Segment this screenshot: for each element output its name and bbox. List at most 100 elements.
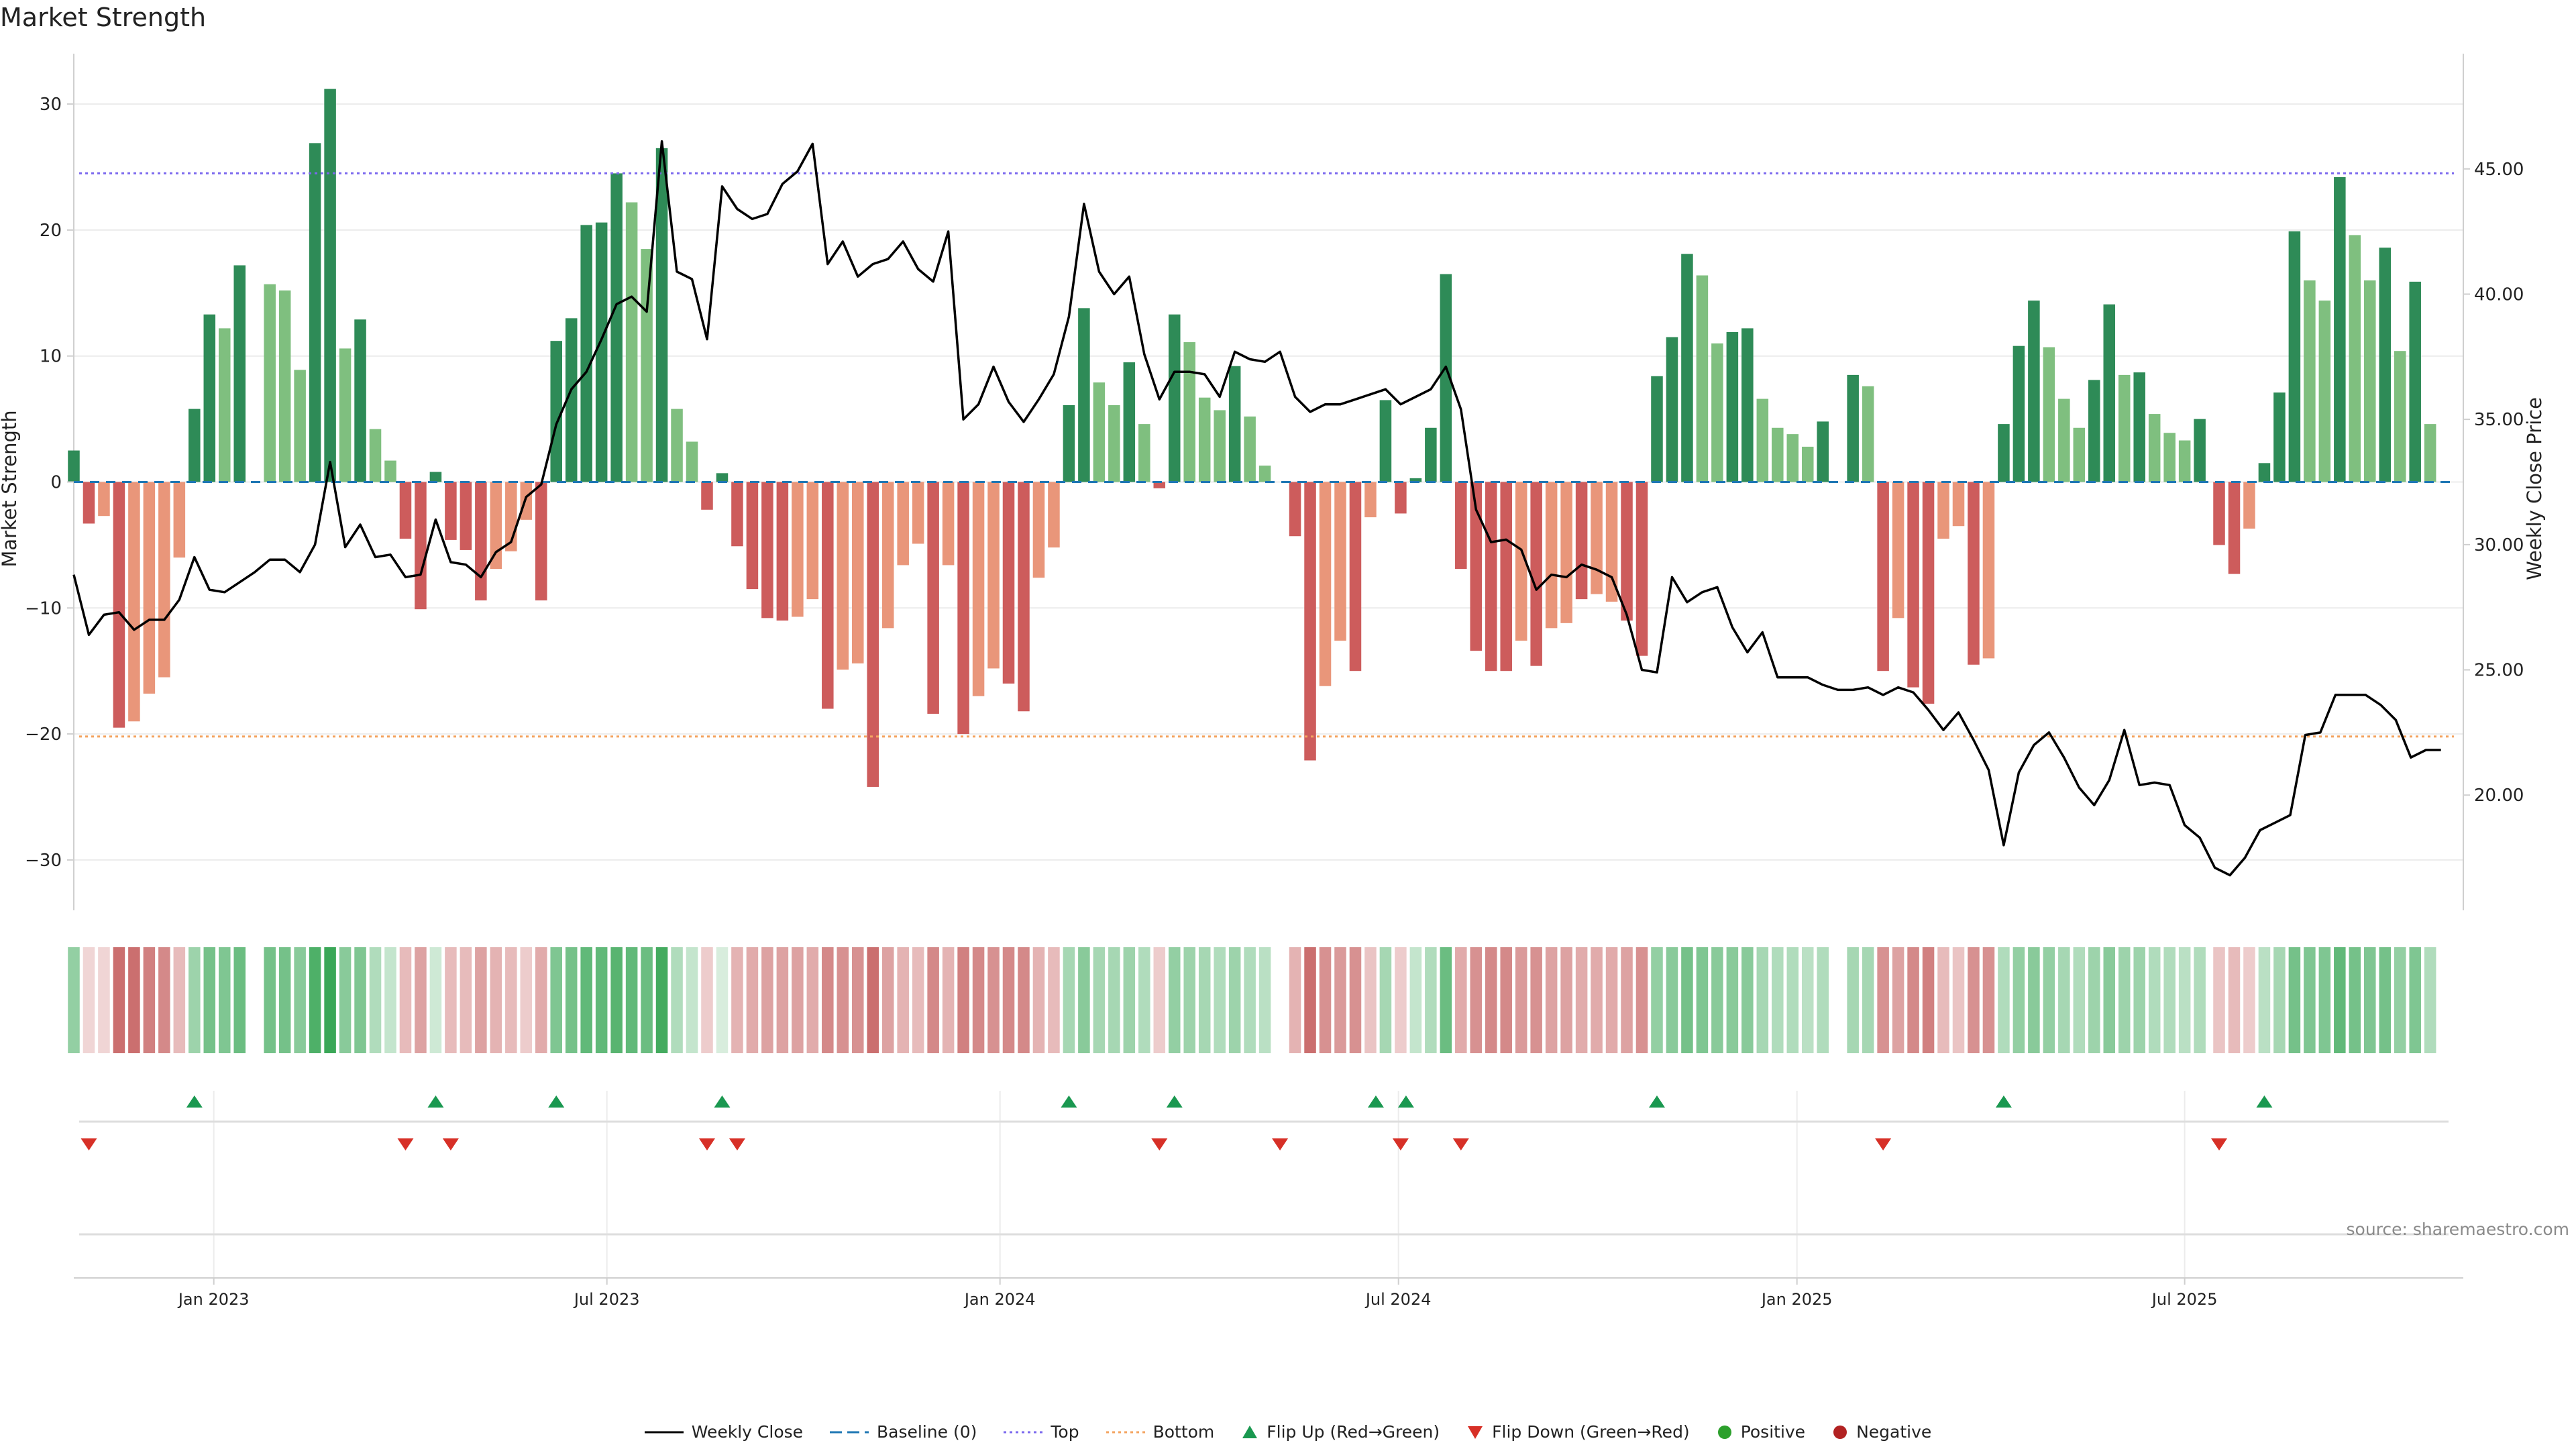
heat-cell-positive	[671, 947, 683, 1053]
heat-cell-negative	[972, 947, 985, 1053]
legend-negative[interactable]: Negative	[1832, 1422, 1931, 1442]
heat-cell-negative	[1018, 947, 1030, 1053]
legend-bottom[interactable]: Bottom	[1106, 1422, 1214, 1442]
bar-negative	[2213, 482, 2225, 545]
heat-cell-negative	[1968, 947, 1980, 1053]
bar-negative	[2228, 482, 2241, 574]
legend-flip-down[interactable]: Flip Down (Green→Red)	[1466, 1422, 1690, 1442]
bar-negative	[1621, 482, 1633, 621]
gridlines	[74, 103, 2463, 1278]
bar-negative	[1952, 482, 1965, 527]
bar-positive	[2118, 374, 2131, 482]
bar-negative	[143, 482, 156, 694]
heat-cell-positive	[233, 947, 246, 1053]
bar-positive	[1862, 386, 1874, 482]
bar-positive	[264, 284, 276, 482]
legend-flip-down-label: Flip Down (Green→Red)	[1492, 1422, 1690, 1442]
heat-cell-positive	[1862, 947, 1874, 1053]
heat-cell-positive	[1440, 947, 1452, 1053]
bar-negative	[1032, 482, 1045, 578]
heat-cell-positive	[1379, 947, 1392, 1053]
bar-positive	[1123, 362, 1136, 482]
heat-cell-negative	[957, 947, 969, 1053]
left-tick-label: −20	[25, 724, 62, 745]
heat-cell-negative	[505, 947, 517, 1053]
legend-positive[interactable]: Positive	[1717, 1422, 1805, 1442]
heat-cell-positive	[1228, 947, 1241, 1053]
bar-positive	[1198, 397, 1211, 482]
weekly-close-line	[72, 140, 2441, 877]
bar-positive	[655, 148, 668, 482]
heat-cell-positive	[1696, 947, 1709, 1053]
heat-cell-negative	[806, 947, 819, 1053]
heat-cell-positive	[429, 947, 442, 1053]
flip-down-marker	[442, 1138, 459, 1150]
triangle-up-icon	[1242, 1425, 1258, 1438]
bar-negative	[98, 482, 110, 517]
heat-cell-negative	[927, 947, 939, 1053]
heat-cell-negative	[837, 947, 849, 1053]
right-tick-label: 45.00	[2474, 160, 2524, 180]
bar-positive	[1847, 374, 1859, 482]
left-tick-label: 30	[40, 95, 62, 115]
bar-negative	[881, 482, 894, 629]
dot-icon	[1833, 1425, 1847, 1439]
heat-cell-negative	[1364, 947, 1377, 1053]
legend-top[interactable]: Top	[1004, 1422, 1079, 1442]
bar-positive	[550, 341, 562, 482]
bar-negative	[1470, 482, 1483, 651]
heat-cell-positive	[1168, 947, 1181, 1053]
bar-positive	[2043, 347, 2055, 482]
bar-negative	[1530, 482, 1542, 666]
bar-negative	[792, 482, 804, 617]
bar-positive	[354, 319, 366, 482]
heat-cell-negative	[2243, 947, 2255, 1053]
heat-cell-positive	[2288, 947, 2301, 1053]
bar-positive	[2304, 280, 2316, 482]
heat-cell-negative	[897, 947, 909, 1053]
heat-cell-positive	[2364, 947, 2376, 1053]
heat-cell-positive	[1998, 947, 2010, 1053]
bar-negative	[445, 482, 457, 540]
heat-cell-negative	[1907, 947, 1919, 1053]
heat-cell-negative	[158, 947, 170, 1053]
heat-cell-negative	[1560, 947, 1572, 1053]
bar-positive	[1183, 342, 1195, 482]
heat-cell-positive	[565, 947, 578, 1053]
legend-flip-up-label: Flip Up (Red→Green)	[1267, 1422, 1440, 1442]
dot-icon	[1717, 1425, 1731, 1439]
bar-positive	[2133, 372, 2145, 482]
heat-cell-positive	[2118, 947, 2131, 1053]
bar-negative	[1319, 482, 1332, 686]
bar-negative	[746, 482, 759, 590]
legend-weekly-close[interactable]: Weekly Close	[644, 1422, 803, 1442]
bar-negative	[158, 482, 170, 678]
right-tick-label: 40.00	[2474, 284, 2524, 305]
heat-cell-negative	[851, 947, 864, 1053]
bar-positive	[309, 143, 321, 482]
bar-positive	[671, 409, 683, 482]
heat-cell-negative	[1470, 947, 1483, 1053]
axis-labels: −30 −20 −10 0 10 20 30 20.00 25.00 30.00 35.00 40.0…	[0, 95, 2546, 1309]
bar-positive	[2379, 248, 2392, 482]
bar-negative	[460, 482, 472, 550]
flip-up-marker	[714, 1095, 731, 1108]
bar-negative	[822, 482, 834, 709]
bar-positive	[1168, 314, 1181, 482]
heat-cell-positive	[2163, 947, 2176, 1053]
bar-negative	[2243, 482, 2255, 529]
heat-cell-positive	[1183, 947, 1195, 1053]
legend-baseline[interactable]: Baseline (0)	[830, 1422, 977, 1442]
bar-negative	[1455, 482, 1467, 570]
legend-flip-up[interactable]: Flip Up (Red→Green)	[1241, 1422, 1440, 1442]
heat-cell-negative	[881, 947, 894, 1053]
flip-up-marker	[2256, 1095, 2273, 1108]
bar-positive	[1786, 434, 1799, 482]
legend-dotted-icon	[1004, 1431, 1043, 1433]
heat-cell-positive	[1847, 947, 1859, 1053]
heat-cell-negative	[460, 947, 472, 1053]
x-tick-label: Jul 2024	[1364, 1290, 1432, 1309]
heat-cell-positive	[1063, 947, 1075, 1053]
bar-positive	[1214, 410, 1226, 482]
heat-cell-positive	[2028, 947, 2040, 1053]
